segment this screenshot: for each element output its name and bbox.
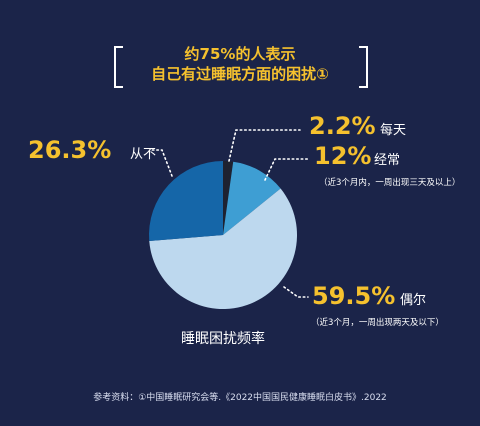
slice-note-2: （近3个月，一周出现两天及以下） (311, 317, 444, 328)
footnote: 参考资料：①中国睡眠研究会等.《2022中国国民健康睡眠白皮书》.2022 (93, 393, 387, 403)
slice-value-3: 26.3% (28, 136, 111, 164)
leader-line-2 (283, 286, 309, 298)
leader-line-3 (151, 149, 173, 177)
title-line-1: 约75%的人表示 (184, 45, 296, 63)
slice-label-0: 每天 (380, 122, 406, 138)
pie-slice-1 (223, 161, 281, 235)
title-bracket-left (114, 46, 123, 88)
slice-value-0: 2.2% (309, 112, 376, 140)
leader-line-0 (228, 129, 301, 162)
pie-slice-3 (149, 161, 223, 242)
pie-slice-2 (149, 188, 298, 309)
slice-label-2: 偶尔 (400, 293, 426, 308)
slice-label-3: 从不 (130, 147, 156, 162)
leader-line-1 (264, 158, 311, 181)
slice-note-1: （近3个月内，一周出现三天及以上） (319, 177, 460, 188)
chart-title: 睡眠困扰频率 (181, 330, 265, 347)
slice-value-1: 12% (314, 142, 371, 170)
title-line-2: 自己有过睡眠方面的困扰① (151, 65, 329, 83)
slice-value-2: 59.5% (312, 282, 395, 310)
title-bracket-right (359, 46, 368, 88)
pie-slice-0 (223, 161, 234, 235)
slice-label-1: 经常 (374, 153, 400, 168)
